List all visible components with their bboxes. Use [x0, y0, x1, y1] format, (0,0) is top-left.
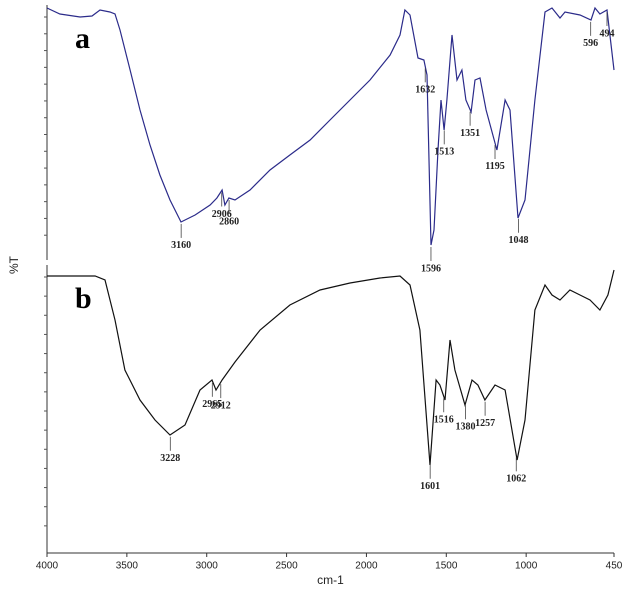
x-tick-label: 1500 [435, 561, 458, 572]
x-tick-label: 2500 [275, 561, 298, 572]
peak-label: 1195 [485, 161, 504, 172]
peak-label: 2965 [202, 399, 222, 410]
peak-label: 1516 [434, 415, 454, 426]
panel-label: b [75, 282, 92, 315]
panel-label: a [75, 22, 90, 55]
peak-label: 2906 [212, 209, 232, 220]
spectrum-line [47, 269, 615, 466]
peak-label: 1632 [415, 85, 435, 96]
peak-label: 2860 [219, 216, 239, 227]
y-axis-label: %T [7, 255, 21, 274]
peak-label: 3228 [160, 453, 180, 464]
peak-label: 1380 [455, 422, 475, 433]
peak-label: 2912 [211, 400, 231, 411]
peak-label: 1048 [508, 235, 528, 246]
spectrum-line [46, 6, 615, 246]
x-tick-label: 4000 [36, 561, 59, 572]
peak-label: 596 [583, 38, 598, 49]
peak-label: 1062 [506, 474, 526, 485]
x-tick-label: 1000 [515, 561, 538, 572]
x-tick-label: 450 [606, 561, 623, 572]
peak-label: 1601 [420, 481, 440, 492]
peak-label: 494 [599, 28, 614, 39]
x-tick-label: 3000 [196, 561, 219, 572]
x-axis-label: cm-1 [317, 573, 344, 587]
peak-label: 1513 [434, 147, 454, 158]
peak-label: 3160 [171, 240, 191, 251]
peak-label: 1596 [421, 263, 441, 274]
peak-label: 1351 [460, 128, 480, 139]
x-tick-label: 3500 [116, 561, 139, 572]
peak-label: 1257 [475, 418, 495, 429]
x-tick-label: 2000 [355, 561, 378, 572]
